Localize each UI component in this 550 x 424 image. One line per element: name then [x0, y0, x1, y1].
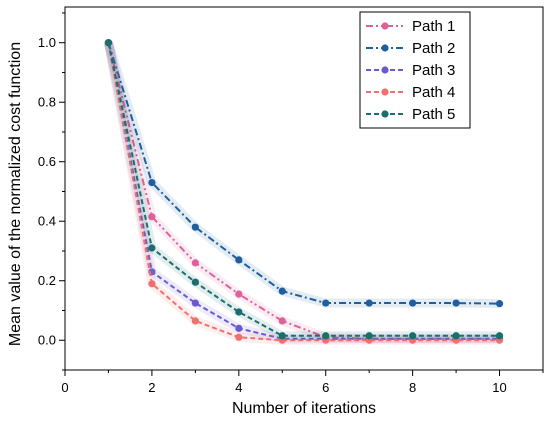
data-point: [495, 300, 504, 308]
y-axis-title: Mean value of the normalized cost functi…: [7, 42, 24, 346]
data-point: [235, 333, 243, 341]
data-point: [365, 299, 373, 307]
data-point: [278, 332, 286, 340]
series-5: [104, 39, 504, 341]
data-point: [322, 332, 330, 340]
y-tick-label: 0.8: [38, 95, 56, 110]
x-tick-label: 10: [492, 380, 506, 395]
legend-label: Path 3: [412, 62, 455, 79]
legend-item: Path 1: [366, 18, 455, 35]
data-point: [104, 39, 113, 47]
data-point: [278, 287, 286, 295]
series-line: [107, 42, 500, 342]
data-point: [365, 332, 373, 340]
y-tick-label: 1.0: [38, 35, 56, 50]
y-tick-label: 0.4: [38, 214, 56, 229]
data-point: [191, 278, 199, 286]
legend-item: Path 5: [366, 106, 455, 123]
series-line: [107, 42, 500, 340]
axes: 0 2 4 6 8 10 0.0 0.2 0.4 0.6 0.8 1.0: [38, 12, 544, 395]
data-point: [452, 332, 460, 340]
y-tick-label: 0.0: [38, 333, 56, 348]
data-point: [235, 324, 243, 332]
data-point: [148, 213, 156, 221]
data-point: [148, 280, 156, 288]
data-point: [409, 299, 417, 307]
series-glow: [104, 41, 500, 341]
data-point: [148, 244, 156, 252]
x-tick-label: 6: [322, 380, 329, 395]
legend-item: Path 2: [366, 40, 455, 57]
legend-label: Path 2: [412, 40, 455, 57]
legend-marker: [381, 66, 389, 74]
data-point: [235, 290, 243, 298]
data-point: [409, 332, 417, 340]
x-tick-label: 8: [409, 380, 416, 395]
data-point: [235, 308, 243, 316]
legend-item: Path 3: [366, 62, 455, 79]
y-tick-label: 0.6: [38, 154, 56, 169]
plot-frame: [64, 6, 544, 371]
data-point: [148, 178, 156, 187]
legend-label: Path 4: [412, 84, 455, 101]
legend-marker: [381, 44, 389, 52]
data-point: [495, 332, 504, 340]
x-axis-title: Number of iterations: [232, 400, 376, 417]
legend: Path 1 Path 2 Path 3 Path 4 Path 5: [359, 11, 471, 129]
data-point: [191, 259, 199, 267]
data-point: [191, 317, 199, 325]
x-tick-label: 0: [61, 380, 68, 395]
series-line: [107, 42, 500, 305]
legend-label: Path 1: [412, 18, 455, 35]
x-tick-label: 2: [148, 380, 155, 395]
data-point: [191, 299, 199, 307]
legend-marker: [381, 22, 389, 30]
legend-marker: [381, 88, 389, 96]
legend-marker: [381, 110, 389, 118]
data-point: [322, 299, 330, 307]
data-point: [191, 223, 199, 231]
data-point: [235, 256, 243, 264]
series-layer: [104, 39, 504, 345]
data-point: [278, 317, 286, 325]
legend-label: Path 5: [412, 106, 455, 123]
series-4: [104, 39, 504, 345]
series-line: [107, 42, 500, 340]
legend-item: Path 4: [366, 84, 455, 101]
x-tick-label: 4: [235, 380, 242, 395]
y-tick-label: 0.2: [38, 273, 56, 288]
data-point: [452, 299, 460, 307]
